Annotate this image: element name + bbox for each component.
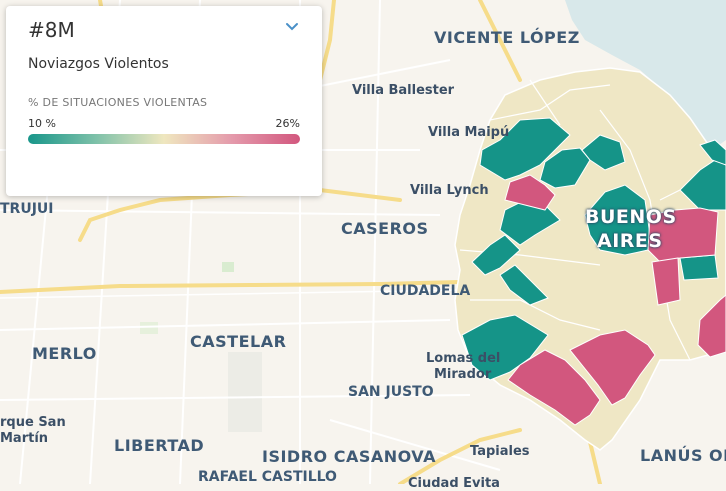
- comuna-teal-mid3: [499, 264, 549, 306]
- comuna-teal-east2: [699, 139, 726, 166]
- comuna-teal-north: [479, 117, 571, 181]
- pink-comunas: [504, 174, 726, 426]
- legend-range: 10 % 26%: [28, 117, 300, 130]
- label-san-justo: SAN JUSTO: [348, 384, 434, 400]
- metric-label: % DE SITUACIONES VIOLENTAS: [28, 96, 208, 109]
- comuna-teal-south: [461, 314, 549, 381]
- label-libertad: LIBERTAD: [114, 436, 205, 455]
- comuna-pink-center2: [651, 257, 681, 306]
- label-villa-ballester: Villa Ballester: [352, 83, 455, 98]
- label-buenos-aires-line1: BUENOS: [585, 206, 677, 228]
- legend-panel: #8M Noviazgos Violentos % DE SITUACIONES…: [6, 6, 322, 196]
- label-vicente-lopez: VICENTE LÓPEZ: [434, 28, 580, 47]
- label-lanus-oeste: LANÚS OE: [640, 446, 726, 465]
- label-villa-lynch: Villa Lynch: [410, 183, 489, 198]
- label-trujui: TRUJUI: [0, 201, 54, 217]
- road-edge: [0, 289, 461, 299]
- comuna-teal-north2: [539, 147, 591, 189]
- layer-title: Noviazgos Violentos: [28, 56, 169, 72]
- label-buenos-aires-line2: AIRES: [597, 230, 663, 252]
- label-caseros: CASEROS: [341, 219, 429, 238]
- label-villa-maipu: Villa Maipú: [428, 125, 510, 140]
- label-parque-san-martin-line1: rque San: [0, 415, 66, 430]
- label-rafael-castillo: RAFAEL CASTILLO: [198, 469, 337, 485]
- comuna-pink-center: [647, 207, 719, 263]
- comuna-teal-mid2: [471, 234, 521, 276]
- comuna-teal-east3: [679, 254, 719, 281]
- comuna-pink-north: [504, 174, 556, 211]
- park: [222, 262, 234, 272]
- label-merlo: MERLO: [32, 344, 97, 363]
- comuna-pink-east: [697, 294, 726, 358]
- airfield: [228, 352, 262, 432]
- legend-min: 10 %: [28, 117, 56, 130]
- label-tapiales: Tapiales: [470, 444, 530, 459]
- comuna-teal-north3: [581, 134, 626, 171]
- label-parque-san-martin-line2: Martín: [0, 431, 49, 446]
- chevron-down-icon[interactable]: [284, 20, 300, 32]
- label-castelar: CASTELAR: [190, 332, 287, 351]
- campaign-tag: #8M: [28, 18, 75, 42]
- comuna-pink-south2: [569, 329, 656, 406]
- park: [140, 322, 158, 334]
- label-isidro-casanova: ISIDRO CASANOVA: [262, 447, 436, 466]
- label-lomas-del-line1: Lomas del: [426, 351, 501, 366]
- legend-max: 26%: [275, 117, 300, 130]
- label-ciudadela: CIUDADELA: [380, 283, 471, 299]
- legend-gradient-bar: [28, 134, 300, 144]
- label-lomas-del-line2: Mirador: [434, 367, 492, 382]
- teal-comunas: [461, 117, 726, 381]
- comuna-pink-south1: [507, 349, 601, 426]
